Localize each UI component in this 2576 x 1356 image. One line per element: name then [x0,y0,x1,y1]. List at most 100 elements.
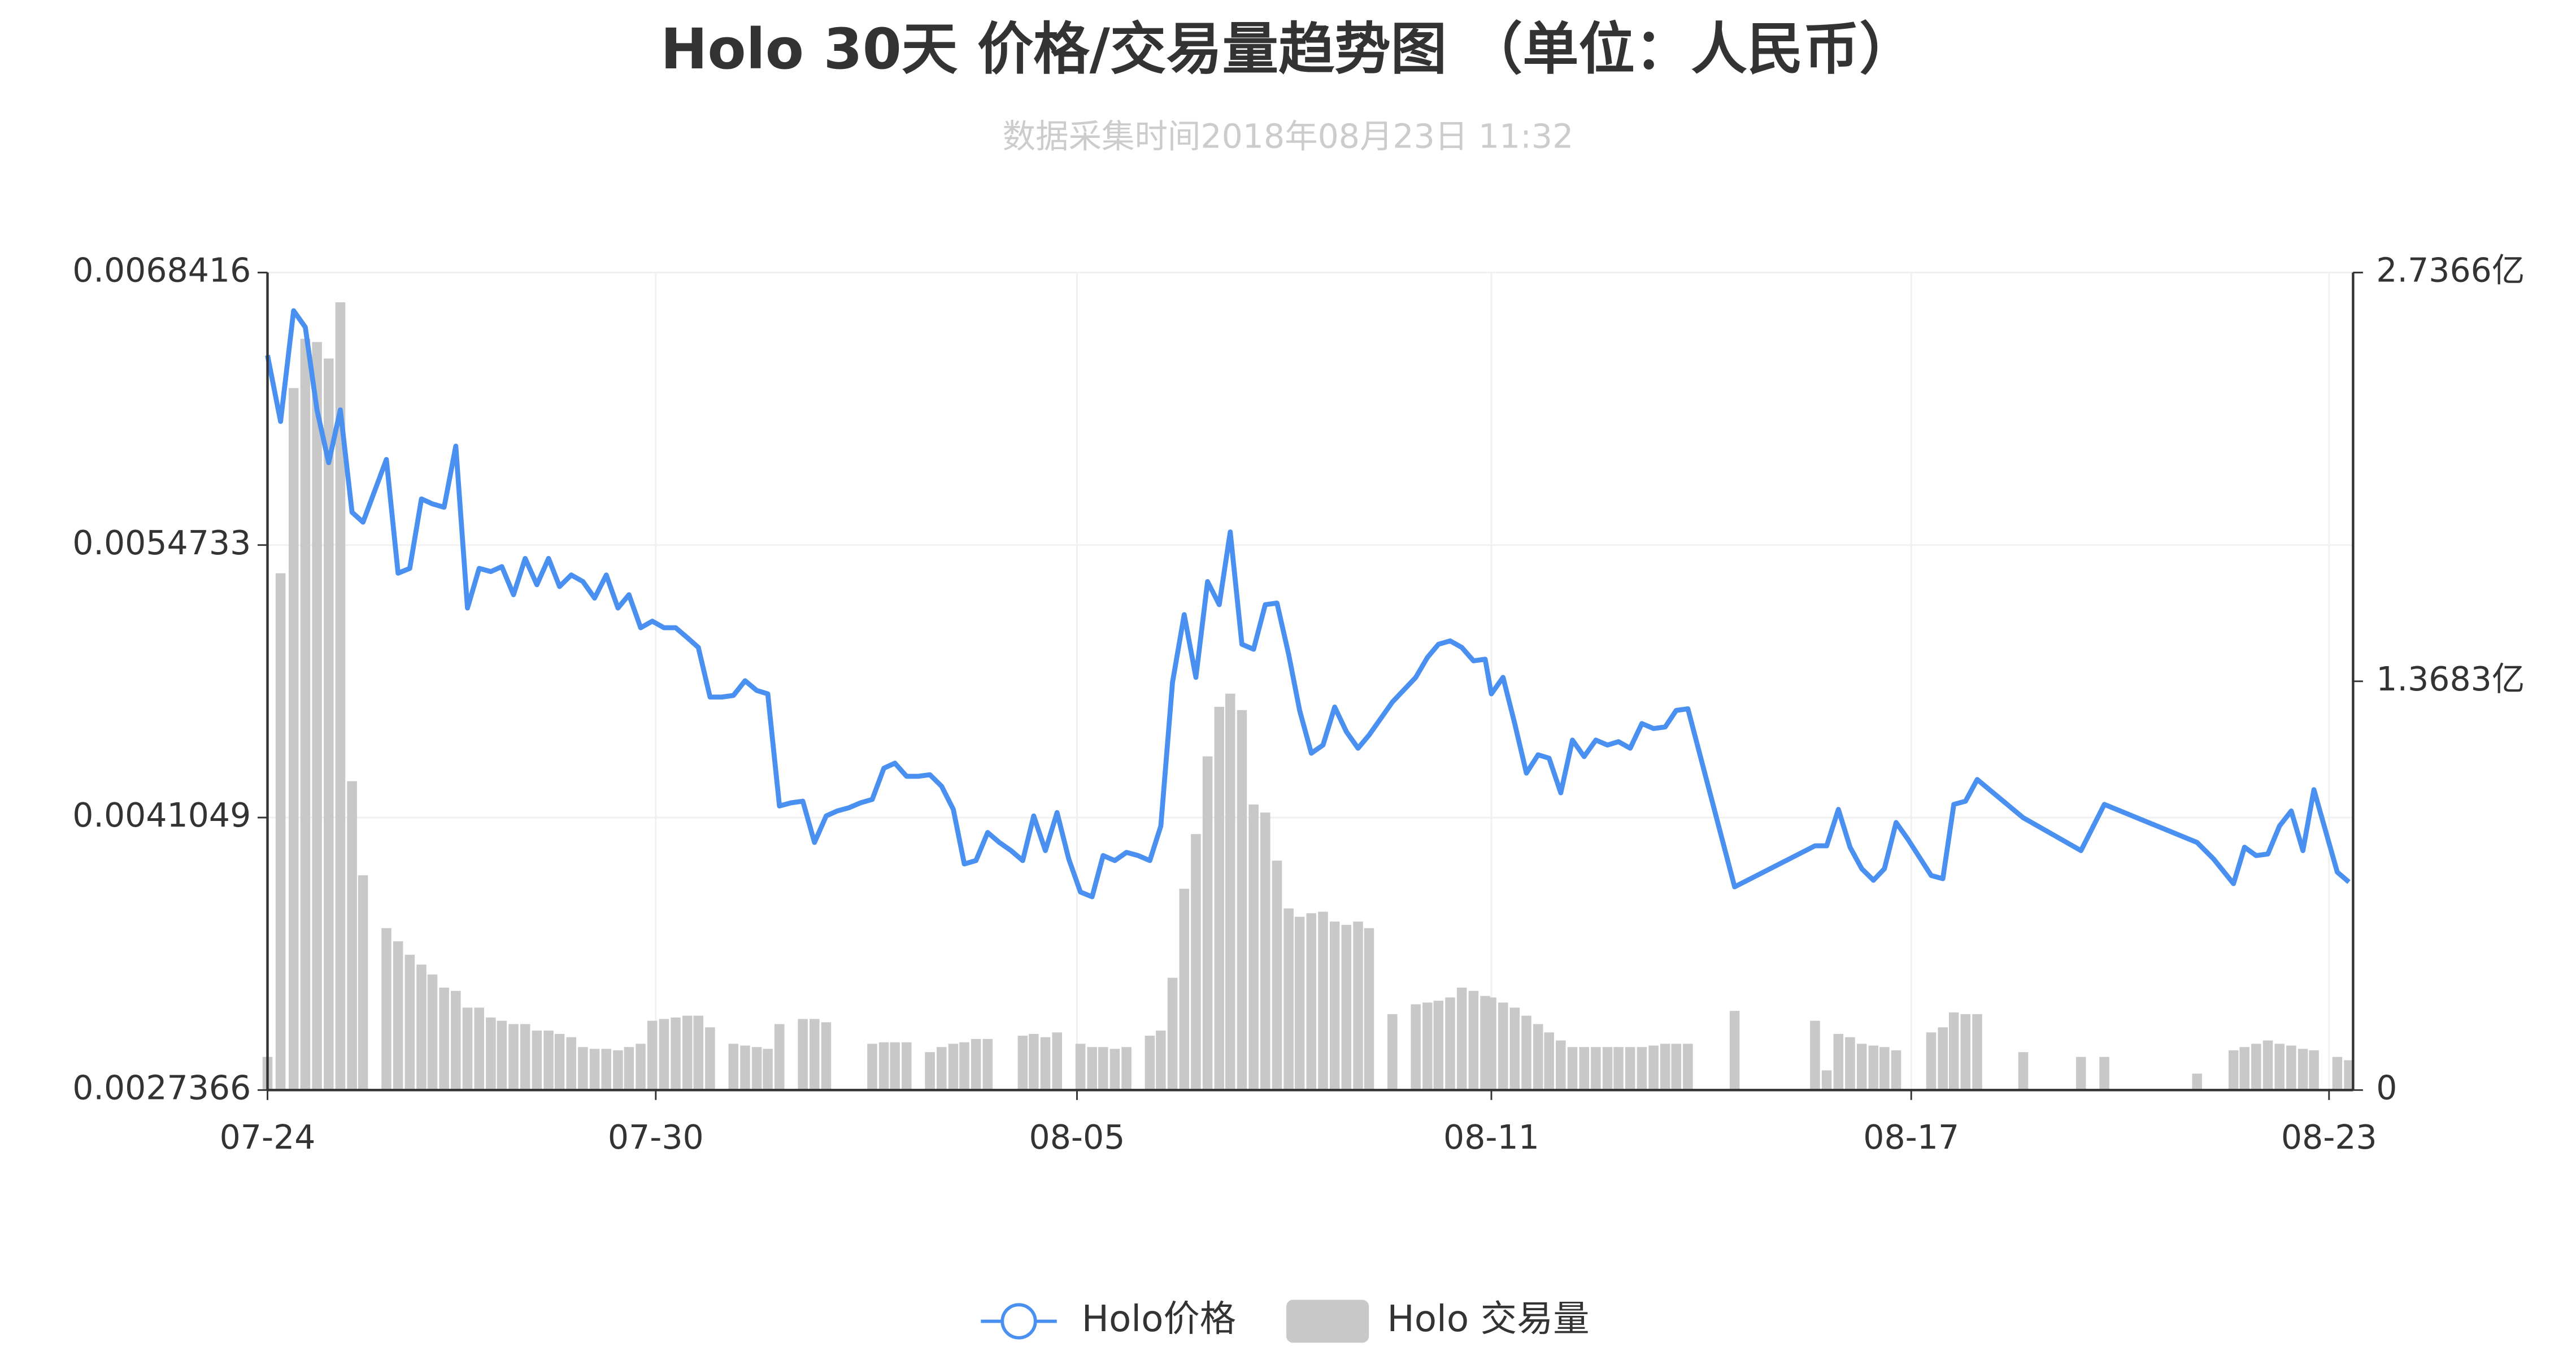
volume-bar [1879,1047,1890,1090]
volume-bar [2251,1044,2261,1090]
volume-bar [740,1045,750,1090]
volume-bar [1040,1037,1051,1090]
volume-bar [520,1024,530,1090]
volume-bar [1029,1033,1039,1090]
volume-bar [1833,1033,1844,1090]
volume-bar [1191,834,1201,1090]
volume-bar [2262,1040,2273,1090]
volume-bar [462,1007,473,1090]
volume-bar [486,1017,496,1090]
volume-bar [1387,1014,1398,1090]
volume-bar [1521,1015,1531,1090]
volume-bar [1960,1014,1971,1090]
volume-bar [347,781,357,1090]
x-tick-label: 07-24 [220,1118,316,1157]
volume-bar [971,1038,981,1090]
volume-bar [381,928,391,1090]
volume-bar [2297,1049,2308,1090]
volume-bar [1318,911,1328,1090]
volume-bar [1156,1031,1166,1090]
volume-bar [1272,860,1282,1090]
volume-bar [1602,1047,1613,1090]
volume-bar [705,1027,715,1090]
volume-bar [1468,990,1479,1090]
volume-bar [312,342,322,1090]
volume-bar [1821,1070,1832,1090]
volume-bar [798,1019,808,1090]
volume-bar [1891,1050,1901,1090]
x-tick-label: 07-30 [608,1118,704,1157]
volume-bar [532,1031,542,1090]
volume-bar [1202,756,1213,1090]
volume-bar [358,875,368,1090]
volume-bar [275,573,286,1090]
volume-bar [1225,693,1235,1090]
volume-bar [1248,804,1259,1090]
volume-bar [1179,888,1190,1090]
volume-bar [624,1047,634,1090]
volume-bar [948,1044,959,1090]
volume-bar [427,974,438,1090]
volume-bar [2309,1050,2319,1090]
y-tick-label: 0.0041049 [72,796,251,835]
volume-bar [2075,1057,2086,1090]
y2-tick-label: 0 [2376,1068,2397,1107]
volume-bar [982,1038,993,1090]
volume-bar [647,1020,658,1090]
volume-bar [601,1049,612,1090]
volume-bar [1683,1044,1693,1090]
x-tick-label: 08-05 [1029,1118,1125,1157]
volume-bar [578,1047,588,1090]
volume-bar [335,302,346,1090]
volume-bar [1845,1037,1855,1090]
volume-bar [1422,1002,1433,1090]
volume-bar [1445,997,1455,1090]
volume-bar [1856,1044,1867,1090]
volume-bar [404,954,415,1090]
volume-bar [1671,1044,1681,1090]
y2-tick-label: 2.7366亿 [2376,251,2525,289]
volume-bar [1167,977,1178,1090]
volume-bar [2332,1057,2343,1090]
y-tick-label: 0.0068416 [72,251,251,289]
y-tick-label: 0.0027366 [72,1068,251,1107]
chart-subtitle: 数据采集时间2018年08月23日 11:32 [1003,118,1574,156]
x-tick-label: 08-23 [2281,1118,2377,1157]
volume-bar [554,1033,565,1090]
volume-bar [543,1031,554,1090]
volume-bar [1329,922,1340,1090]
volume-bar [1087,1047,1098,1090]
volume-bar [1294,916,1305,1090]
volume-bar [1433,1001,1444,1090]
volume-bar [1214,706,1225,1090]
price-line [265,308,2351,899]
volume-bar [659,1019,669,1090]
volume-bar [867,1044,877,1090]
volume-bar [728,1044,739,1090]
volume-bar [613,1050,623,1090]
volume-bar [1579,1047,1589,1090]
legend-label: Holo 交易量 [1387,1298,1589,1340]
volume-bar [671,1017,681,1090]
volume-bar [2286,1045,2296,1090]
volume-bar [1411,1004,1421,1090]
volume-bar [497,1020,507,1090]
volume-bar [1544,1032,1554,1090]
volume-bar [751,1047,762,1090]
volume-bar [1591,1047,1601,1090]
volume-bar [925,1052,935,1090]
volume-bar [1926,1032,1937,1090]
volume-bar [1341,924,1352,1090]
volume-bar [324,358,334,1090]
volume-bar [2239,1047,2249,1090]
volume-bar [1098,1047,1108,1090]
volume-bar [1613,1047,1624,1090]
volume-bar [1306,913,1317,1090]
volume-bar [2274,1044,2285,1090]
volume-bar [902,1042,912,1090]
legend-label: Holo价格 [1082,1298,1236,1340]
volume-bar [1017,1036,1028,1090]
volume-bar [566,1037,576,1090]
volume-bar [2344,1060,2354,1090]
